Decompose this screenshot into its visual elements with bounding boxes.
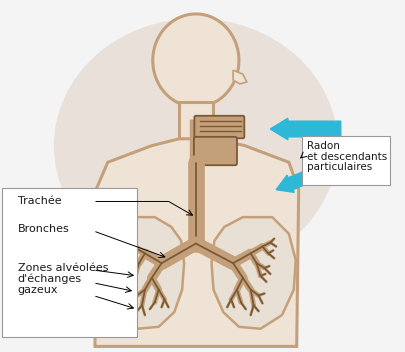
Text: particulaires: particulaires — [307, 162, 372, 172]
FancyBboxPatch shape — [2, 188, 137, 337]
FancyBboxPatch shape — [194, 116, 244, 138]
FancyBboxPatch shape — [194, 137, 237, 165]
FancyArrow shape — [276, 156, 345, 192]
Polygon shape — [179, 102, 213, 141]
Text: Bronches: Bronches — [18, 224, 69, 234]
Text: d'échanges: d'échanges — [18, 274, 82, 284]
FancyArrow shape — [270, 118, 341, 140]
PathPatch shape — [211, 217, 296, 329]
PathPatch shape — [95, 139, 298, 346]
Text: Radon: Radon — [307, 141, 339, 151]
Ellipse shape — [54, 18, 338, 273]
Text: gazeux: gazeux — [18, 285, 58, 295]
Ellipse shape — [153, 14, 239, 107]
Text: Zones alvéolées: Zones alvéolées — [18, 263, 108, 273]
PathPatch shape — [101, 217, 184, 329]
Polygon shape — [233, 70, 247, 84]
FancyBboxPatch shape — [302, 136, 390, 185]
Text: Trachée: Trachée — [18, 196, 61, 207]
Text: et descendants: et descendants — [307, 151, 387, 162]
